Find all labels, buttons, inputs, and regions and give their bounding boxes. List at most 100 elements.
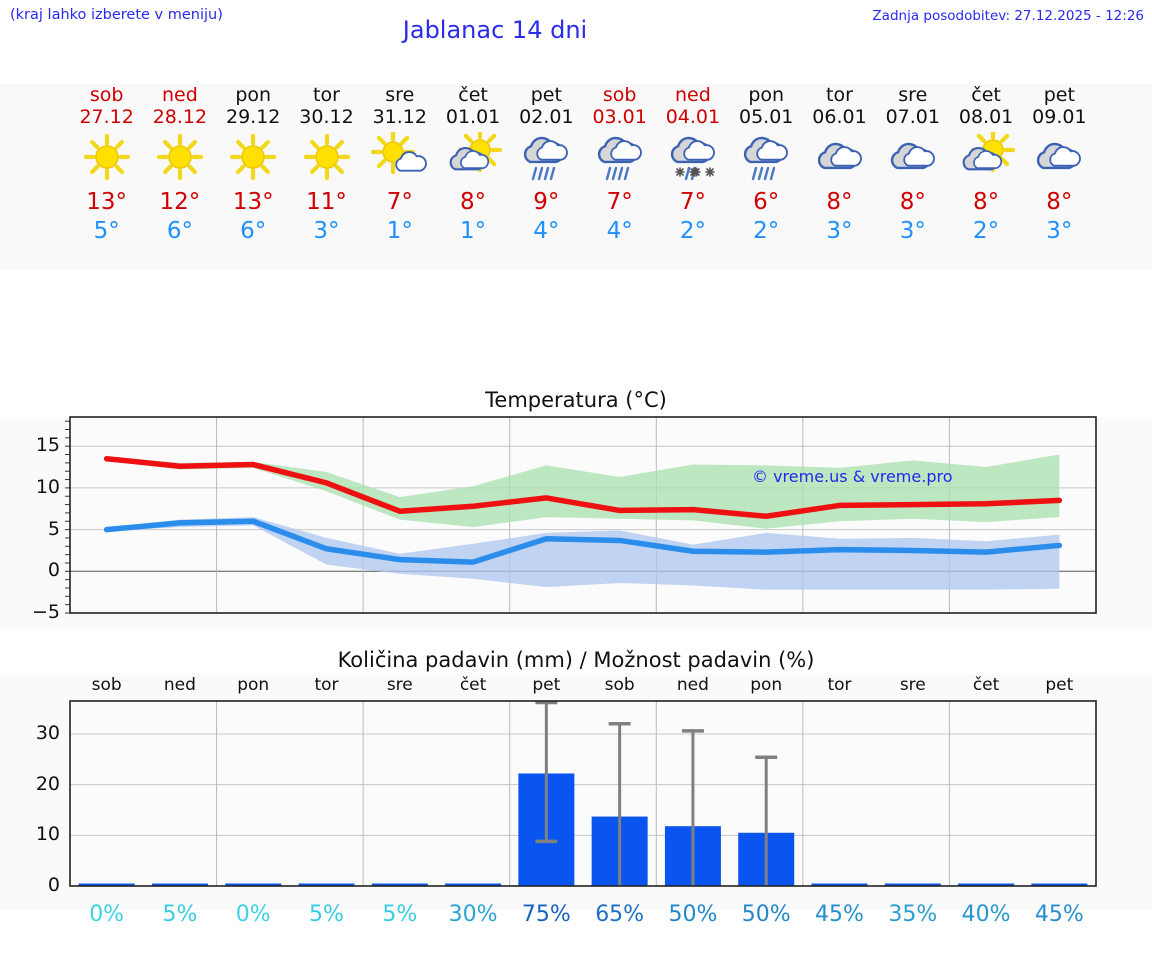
- x-axis-day-label: tor: [827, 675, 852, 695]
- x-axis-day-label: sob: [91, 675, 122, 695]
- precipitation-probability-label: 65%: [595, 902, 645, 927]
- y-axis-tick-label: 0: [47, 874, 60, 896]
- temp-min: 4°: [606, 218, 633, 244]
- precipitation-chart-title: Količina padavin (mm) / Možnost padavin …: [337, 648, 815, 672]
- y-axis-tick-label: 20: [35, 772, 60, 795]
- y-axis-tick-label: 15: [35, 434, 60, 457]
- day-name: ned: [162, 84, 198, 106]
- cloud-icon: [1020, 131, 1098, 183]
- sun-cloud-icon: [434, 131, 512, 183]
- x-axis-day-label: pon: [237, 675, 270, 695]
- day-date: 29.12: [226, 106, 281, 128]
- forecast-day-column[interactable]: sob 03.01 7° 4°: [581, 84, 659, 245]
- forecast-day-column[interactable]: tor 06.01 8° 3°: [801, 84, 879, 245]
- temp-max: 8°: [459, 189, 487, 215]
- day-name: tor: [313, 84, 340, 106]
- cloud-sleet-icon: [654, 131, 732, 183]
- x-axis-day-label: čet: [972, 675, 1000, 695]
- day-name: sob: [602, 84, 637, 106]
- forecast-day-column[interactable]: pon 29.12 13° 6°: [214, 84, 292, 245]
- y-axis-tick-label: −5: [31, 601, 60, 623]
- day-name: pet: [530, 84, 562, 106]
- day-date: 04.01: [665, 106, 721, 128]
- page-title: Jablanac 14 dni: [402, 16, 588, 44]
- day-date: 07.01: [885, 106, 940, 128]
- x-axis-day-label: pet: [532, 675, 561, 695]
- cloud-rain-icon: [507, 131, 585, 183]
- forecast-day-column[interactable]: pet 09.01 8° 3°: [1020, 84, 1098, 245]
- menu-hint: (kraj lahko izberete v meniju): [10, 7, 223, 23]
- temp-min: 3°: [313, 218, 340, 244]
- daily-forecast-strip: sob 27.12 13° 5° ned 28.12 12° 6° pon 29.12 13° 6° t…: [0, 84, 1152, 270]
- sun-icon: [214, 131, 292, 183]
- y-axis-tick-label: 0: [47, 559, 60, 582]
- precipitation-probability-label: 5%: [309, 902, 344, 927]
- precipitation-probability-label: 50%: [668, 902, 718, 927]
- precipitation-probability-label: 5%: [162, 902, 198, 927]
- temp-max: 13°: [232, 189, 274, 215]
- temp-max: 8°: [972, 189, 1000, 215]
- forecast-day-column[interactable]: čet 08.01 8° 2°: [947, 84, 1025, 245]
- precipitation-probability-label: 75%: [521, 902, 571, 927]
- temp-max: 13°: [86, 189, 128, 215]
- last-update-label: Zadnja posodobitev: 27.12.2025 - 12:26: [872, 8, 1144, 24]
- precipitation-probability-label: 45%: [815, 902, 864, 927]
- forecast-day-column[interactable]: pon 05.01 6° 2°: [727, 84, 805, 245]
- x-axis-day-label: sre: [386, 675, 413, 695]
- forecast-day-column[interactable]: ned 28.12 12° 6°: [141, 84, 219, 245]
- temp-min: 6°: [166, 218, 193, 244]
- temp-min: 3°: [899, 218, 926, 244]
- chart-top-spacer-2: [0, 645, 1152, 673]
- x-axis-day-label: čet: [459, 675, 487, 695]
- temp-max: 8°: [1046, 189, 1073, 215]
- page-header: (kraj lahko izberete v meniju) Jablanac …: [0, 0, 1152, 52]
- cloud-icon: [801, 131, 879, 183]
- x-axis-day-label: ned: [163, 675, 196, 695]
- forecast-day-column[interactable]: tor 30.12 11° 3°: [288, 84, 366, 245]
- day-name: pon: [235, 84, 272, 106]
- chart-top-spacer: [0, 383, 1152, 417]
- y-axis-tick-label: 5: [47, 517, 60, 540]
- temp-max: 7°: [386, 189, 413, 215]
- temp-max: 11°: [306, 189, 347, 215]
- forecast-day-column[interactable]: pet 02.01 9° 4°: [507, 84, 585, 245]
- day-name: sob: [89, 84, 124, 106]
- cloud-rain-icon: [581, 131, 659, 183]
- day-name: sre: [898, 84, 928, 106]
- x-axis-day-label: pet: [1045, 675, 1074, 695]
- temp-max: 7°: [606, 189, 633, 215]
- temperature-chart-section: [0, 383, 1152, 628]
- temp-min: 5°: [93, 218, 120, 244]
- cloud-icon: [874, 131, 952, 183]
- temp-min: 2°: [679, 218, 706, 244]
- sun-icon: [68, 131, 146, 183]
- temp-min: 4°: [533, 218, 560, 244]
- day-date: 01.01: [445, 106, 501, 128]
- cloud-rain-icon: [727, 131, 805, 183]
- temperature-chart-title: Temperatura (°C): [485, 388, 667, 412]
- precipitation-probability-label: 0%: [235, 902, 271, 927]
- day-name: čet: [971, 84, 1001, 106]
- x-axis-day-label: tor: [314, 675, 339, 695]
- y-axis-tick-label: 30: [35, 721, 60, 744]
- temp-max: 9°: [533, 189, 560, 215]
- day-name: pon: [748, 84, 785, 106]
- day-name: pet: [1043, 84, 1075, 106]
- temp-min: 2°: [972, 218, 1000, 244]
- day-name: tor: [826, 84, 853, 106]
- day-name: ned: [675, 84, 711, 106]
- sun-icon: [288, 131, 366, 183]
- forecast-day-column[interactable]: sre 07.01 8° 3°: [874, 84, 952, 245]
- sun-cloud-icon: [947, 131, 1025, 183]
- forecast-day-column[interactable]: čet 01.01 8° 1°: [434, 84, 512, 245]
- forecast-day-column[interactable]: sob 27.12 13° 5°: [68, 84, 146, 245]
- sun-icon: [141, 131, 219, 183]
- temp-max: 8°: [826, 189, 853, 215]
- precipitation-probability-label: 35%: [888, 902, 938, 927]
- day-name: sre: [385, 84, 415, 106]
- temp-max: 8°: [899, 189, 926, 215]
- precipitation-probability-label: 45%: [1034, 902, 1084, 927]
- forecast-day-column[interactable]: ned 04.01 7° 2°: [654, 84, 732, 245]
- forecast-day-column[interactable]: sre 31.12 7° 1°: [361, 84, 439, 245]
